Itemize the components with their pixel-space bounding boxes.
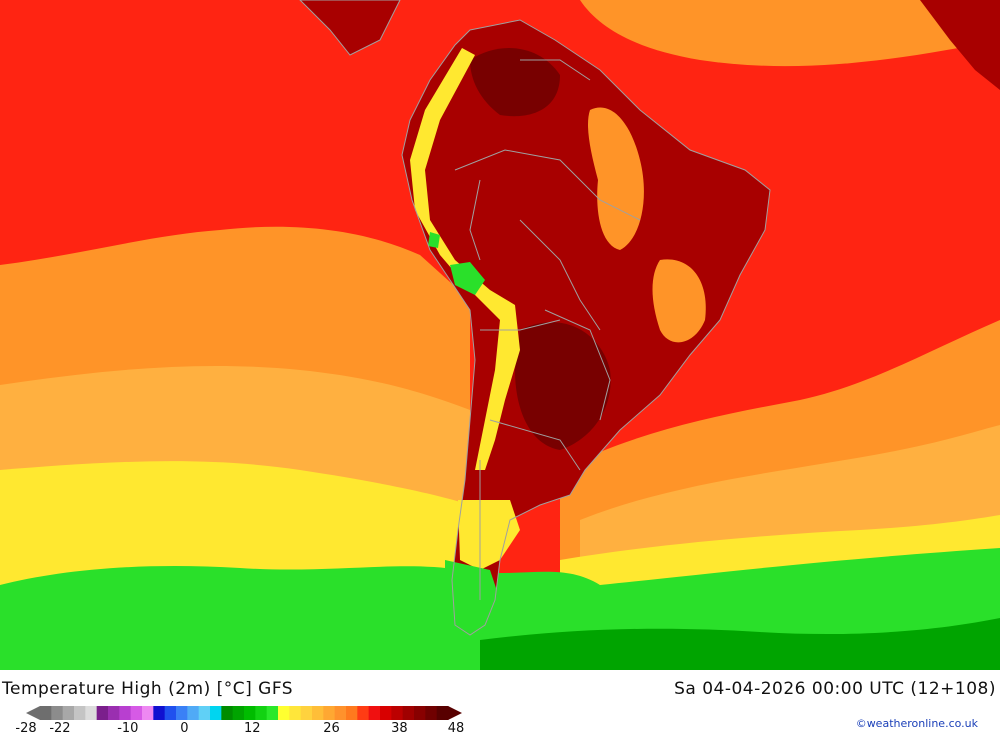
andes-green-spots	[428, 232, 485, 295]
legend-tick-label: -22	[49, 721, 70, 733]
legend-labels: -28 -22 -10 0 12 26 38 48	[15, 721, 464, 733]
legend-swatch	[266, 706, 279, 720]
legend-swatch	[323, 706, 336, 720]
legend-swatch	[346, 706, 358, 720]
legend-swatch	[300, 706, 313, 720]
legend-swatch	[119, 706, 132, 720]
legend-swatch	[108, 706, 120, 720]
legend-swatch	[391, 706, 404, 720]
legend-tick-label: 0	[180, 721, 188, 733]
legend-swatch	[368, 706, 381, 720]
legend-swatch	[414, 706, 426, 720]
orange-patch-brazil	[587, 107, 644, 250]
legend-swatch	[255, 706, 268, 720]
legend-swatch	[130, 706, 143, 720]
legend-arrow-high	[448, 706, 462, 720]
legend-swatch	[436, 706, 449, 720]
legend-swatch	[357, 706, 370, 720]
continent-south-america	[402, 20, 770, 635]
orange-band-northeast	[580, 0, 1000, 67]
continent-central-america	[300, 0, 400, 55]
legend-swatch	[164, 706, 177, 720]
legend-swatch	[244, 706, 256, 720]
orange-patch-east	[652, 259, 706, 343]
legend-swatch	[425, 706, 438, 720]
legend-swatch	[289, 706, 302, 720]
legend-swatch	[176, 706, 188, 720]
legend-swatch	[153, 706, 166, 720]
legend-swatch	[278, 706, 290, 720]
legend-swatch	[210, 706, 222, 720]
credit-link[interactable]: ©weatheronline.co.uk	[855, 717, 978, 730]
patagonia-green	[445, 560, 500, 640]
legend-swatch	[402, 706, 415, 720]
legend-swatch	[221, 706, 234, 720]
legend-tick-label: 48	[448, 721, 465, 733]
legend-swatch	[187, 706, 200, 720]
forecast-datetime: Sa 04-04-2026 00:00 UTC (12+108)	[674, 679, 996, 699]
dark-green-band	[480, 618, 1000, 670]
hot-north	[470, 48, 560, 117]
very-hot-core	[515, 322, 611, 450]
legend-swatches	[26, 706, 462, 720]
legend-swatch	[51, 706, 64, 720]
legend-swatch	[85, 706, 98, 720]
temperature-map	[0, 0, 1000, 670]
legend-tick-label: -10	[117, 721, 138, 733]
legend-swatch	[62, 706, 75, 720]
legend-swatch	[142, 706, 154, 720]
legend-tick-label: 38	[391, 721, 408, 733]
legend-tick-label: 12	[244, 721, 261, 733]
legend-swatch	[74, 706, 86, 720]
legend-tick-label: -28	[15, 721, 36, 733]
legend-arrow-low	[26, 706, 40, 720]
legend-swatch	[40, 706, 52, 720]
legend-tick-label: 26	[323, 721, 340, 733]
legend-swatch	[198, 706, 211, 720]
patagonia-yellow	[458, 500, 520, 570]
country-borders	[299, 0, 771, 636]
legend-swatch	[334, 706, 347, 720]
legend-swatch	[312, 706, 324, 720]
legend-swatch	[380, 706, 392, 720]
color-legend: -28 -22 -10 0 12 26 38 48	[15, 706, 464, 733]
chart-title: Temperature High (2m) [°C] GFS	[2, 679, 294, 699]
continent-africa-corner	[920, 0, 1000, 90]
legend-swatch	[232, 706, 245, 720]
legend-swatch	[96, 706, 109, 720]
